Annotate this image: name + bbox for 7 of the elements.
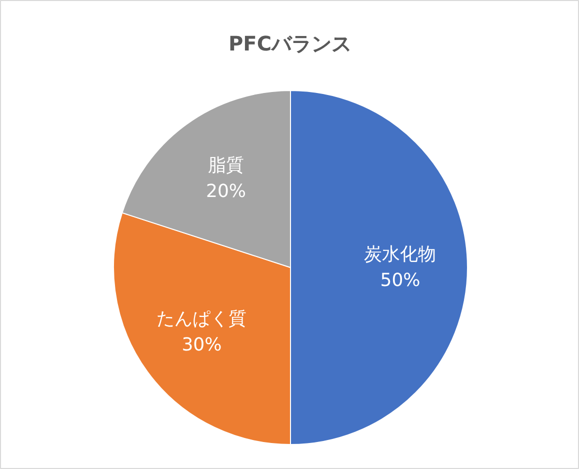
data-label: 50% [380,270,420,291]
slice-label: 脂質 [208,155,244,176]
slice-label: たんぱく質 [156,308,247,330]
data-label: 30% [182,334,222,356]
chart-title: PFCバランス [228,32,352,56]
slice-label: 炭水化物 [364,244,436,265]
data-label: 20% [206,181,246,202]
